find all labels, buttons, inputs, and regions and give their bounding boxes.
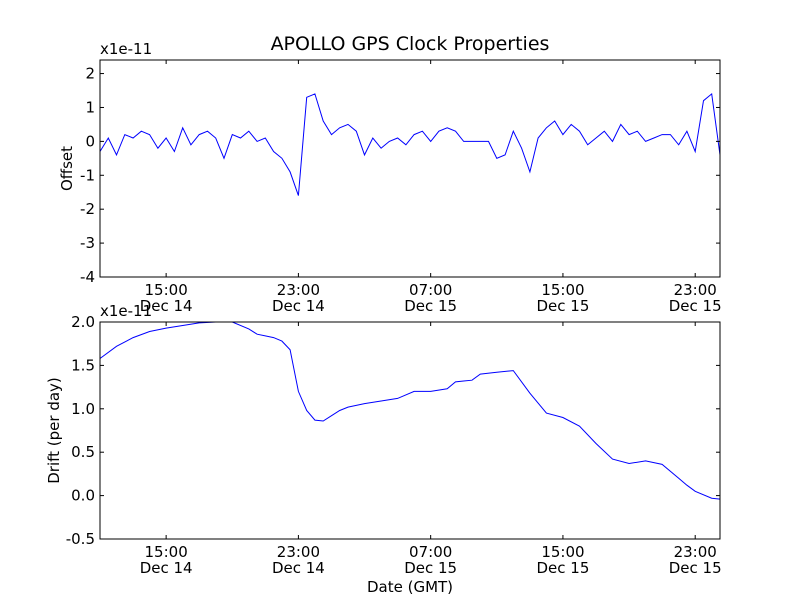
- offset-ytick-label-6: -4: [80, 268, 95, 286]
- drift-xtick-date-3: Dec 15: [536, 559, 589, 577]
- offset-ytick-label-2: 0: [85, 132, 95, 150]
- drift-ytick-label-2: 1.0: [71, 400, 95, 418]
- drift-y-multiplier: x1e-11: [100, 302, 152, 320]
- offset-ytick-label-3: -1: [80, 166, 95, 184]
- drift-xtick-time-0: 15:00: [145, 543, 188, 561]
- drift-ytick-label-4: 0.0: [71, 487, 95, 505]
- drift-ytick-label-5: -0.5: [66, 530, 95, 548]
- offset-ylabel: Offset: [58, 146, 76, 191]
- drift-xtick-date-4: Dec 15: [669, 559, 722, 577]
- offset-xtick-date-4: Dec 15: [669, 297, 722, 315]
- drift-xtick-date-1: Dec 14: [272, 559, 325, 577]
- offset-y-multiplier: x1e-11: [100, 40, 152, 58]
- drift-axes-frame: [99, 321, 721, 540]
- offset-xtick-time-3: 15:00: [541, 281, 584, 299]
- drift-ytick-label-1: 1.5: [71, 356, 95, 374]
- offset-ytick-label-0: 2: [85, 65, 95, 83]
- offset-ytick-label-4: -2: [80, 200, 95, 218]
- offset-series-line-0: [99, 92, 721, 196]
- drift-xtick-date-2: Dec 15: [404, 559, 457, 577]
- offset-xtick-date-2: Dec 15: [404, 297, 457, 315]
- drift-xtick-time-1: 23:00: [277, 543, 320, 561]
- drift-ytick-label-3: 0.5: [71, 443, 95, 461]
- offset-xtick-time-0: 15:00: [145, 281, 188, 299]
- offset-xtick-date-1: Dec 14: [272, 297, 325, 315]
- drift-ylabel: Drift (per day): [45, 377, 63, 484]
- offset-ytick-label-5: -3: [80, 234, 95, 252]
- drift-xlabel: Date (GMT): [367, 578, 453, 596]
- drift-xtick-date-0: Dec 14: [140, 559, 193, 577]
- drift-xtick-time-4: 23:00: [674, 543, 717, 561]
- offset-xtick-time-2: 07:00: [409, 281, 452, 299]
- drift-xtick-time-3: 15:00: [541, 543, 584, 561]
- offset-ytick-label-1: 1: [85, 98, 95, 116]
- offset-xtick-date-0: Dec 14: [140, 297, 193, 315]
- drift-xtick-time-2: 07:00: [409, 543, 452, 561]
- chart-title: APOLLO GPS Clock Properties: [271, 33, 550, 55]
- offset-xtick-date-3: Dec 15: [536, 297, 589, 315]
- offset-xtick-time-1: 23:00: [277, 281, 320, 299]
- offset-xtick-time-4: 23:00: [674, 281, 717, 299]
- offset-axes-frame: [99, 59, 721, 278]
- drift-ytick-label-0: 2.0: [71, 313, 95, 331]
